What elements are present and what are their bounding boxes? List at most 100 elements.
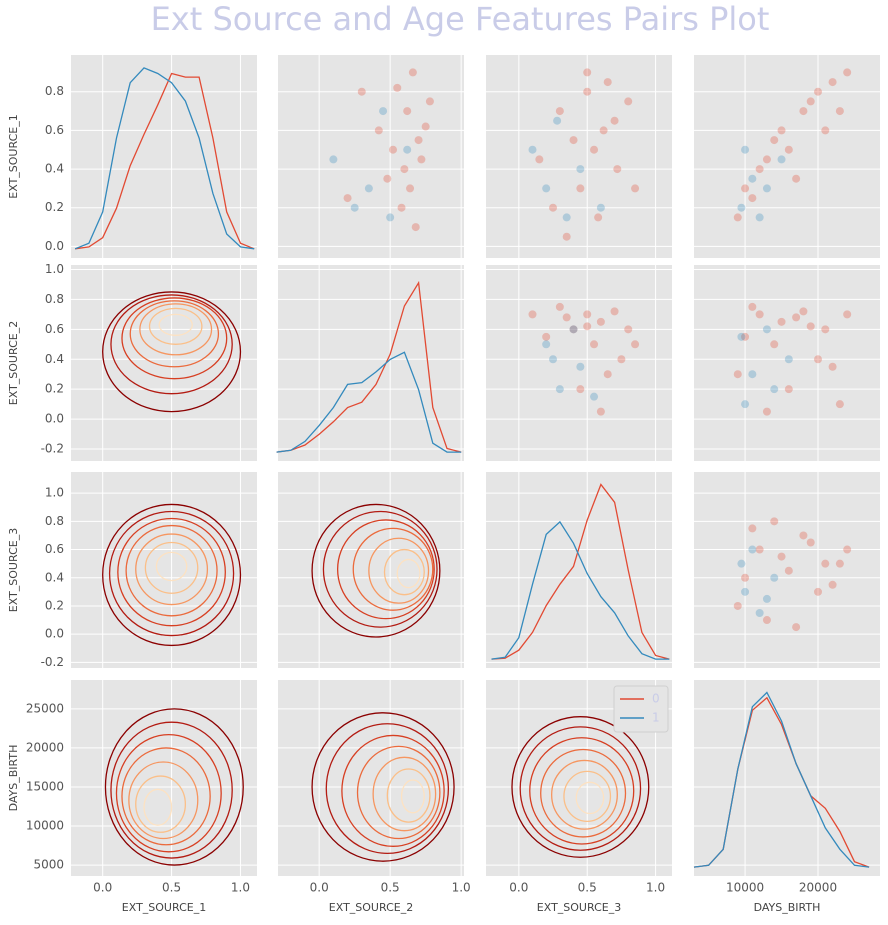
y-tick-label: 0.2 [45, 598, 64, 612]
contour-line [102, 291, 242, 413]
x-tick-label: 1.0 [452, 881, 471, 895]
legend-label: 0 [652, 692, 660, 706]
contour-line [144, 541, 199, 594]
scatter-point [799, 307, 808, 316]
scatter-point [821, 325, 830, 334]
scatter-point [555, 385, 564, 394]
scatter-point [828, 580, 837, 589]
scatter-point [386, 213, 395, 222]
contour-line [356, 745, 441, 840]
scatter-point [555, 302, 564, 311]
scatter-point [562, 313, 571, 322]
y-tick-label: 0.4 [45, 162, 64, 176]
scatter-point [403, 107, 412, 116]
scatter-point [528, 310, 537, 319]
contour-line [110, 294, 233, 395]
scatter-point [814, 355, 822, 364]
legend-label: 1 [652, 711, 660, 725]
scatter-point [549, 203, 558, 212]
scatter-point [535, 155, 544, 164]
contour-line [139, 303, 213, 356]
scatter-point [389, 145, 398, 154]
contour-line [311, 712, 455, 862]
scatter-point [555, 107, 564, 116]
scatter-point [599, 126, 608, 135]
scatter-point [403, 145, 412, 154]
contour-line [143, 788, 173, 826]
y-tick-label: 25000 [26, 701, 64, 715]
panel-background [71, 55, 257, 258]
scatter-point [329, 155, 338, 164]
scatter-point [425, 97, 434, 106]
contour-line [575, 781, 605, 815]
contour-line [336, 519, 435, 620]
scatter-point [784, 566, 793, 575]
contour-line [519, 726, 642, 851]
contour-line [128, 761, 199, 840]
x-tick-label: 0.5 [578, 881, 597, 895]
contour-line [396, 558, 421, 589]
scatter-point [799, 107, 808, 116]
contour-line [110, 721, 233, 859]
scatter-point [784, 385, 793, 394]
contour-line [400, 779, 425, 814]
panel-background [278, 265, 464, 461]
scatter-point [596, 407, 605, 416]
x-axis-label: EXT_SOURCE_3 [537, 901, 621, 914]
scatter-point [542, 332, 551, 341]
scatter-point [748, 524, 757, 533]
scatter-point [741, 332, 750, 341]
y-tick-label: 0.0 [45, 627, 64, 641]
panel-background [71, 680, 257, 876]
scatter-point [364, 184, 373, 193]
y-tick-label: 1.0 [45, 262, 64, 276]
scatter-point [770, 517, 779, 526]
contour-line [102, 503, 242, 647]
scatter-point [610, 116, 619, 125]
scatter-point [814, 87, 822, 96]
scatter-point [576, 165, 585, 174]
scatter-point [613, 165, 622, 174]
kde-line [276, 351, 462, 453]
contour-line [383, 548, 425, 596]
scatter-point [777, 155, 786, 164]
scatter-point [784, 355, 793, 364]
x-axis-label: EXT_SOURCE_2 [329, 901, 413, 914]
contour-line [550, 759, 618, 830]
y-tick-label: 0.8 [45, 84, 64, 98]
scatter-point [748, 194, 757, 203]
scatter-point [821, 126, 830, 135]
scatter-point [828, 362, 837, 371]
scatter-point [553, 116, 562, 125]
scatter-point [777, 552, 786, 561]
panel-background [486, 265, 672, 461]
scatter-point [583, 310, 592, 319]
scatter-point [583, 68, 592, 77]
scatter-point [397, 203, 406, 212]
scatter-point [576, 362, 585, 371]
y-tick-label: 0.0 [45, 412, 64, 426]
scatter-point [576, 385, 585, 394]
contour-line [129, 300, 220, 368]
x-axis-label: EXT_SOURCE_1 [122, 901, 206, 914]
y-tick-label: 0.0 [45, 239, 64, 253]
scatter-point [733, 370, 742, 379]
scatter-point [777, 317, 786, 326]
scatter-point [414, 136, 423, 145]
panel-background [278, 680, 464, 876]
scatter-point [748, 545, 757, 554]
scatter-point [528, 145, 537, 154]
scatter-point [792, 313, 801, 322]
scatter-point [762, 184, 771, 193]
scatter-point [542, 340, 551, 349]
scatter-point [777, 126, 786, 135]
scatter-point [762, 325, 771, 334]
scatter-point [741, 400, 750, 409]
y-tick-label: 1.0 [45, 486, 64, 500]
y-tick-label: -0.2 [41, 442, 64, 456]
scatter-point [835, 400, 844, 409]
scatter-point [770, 385, 779, 394]
contour-line [341, 734, 445, 847]
